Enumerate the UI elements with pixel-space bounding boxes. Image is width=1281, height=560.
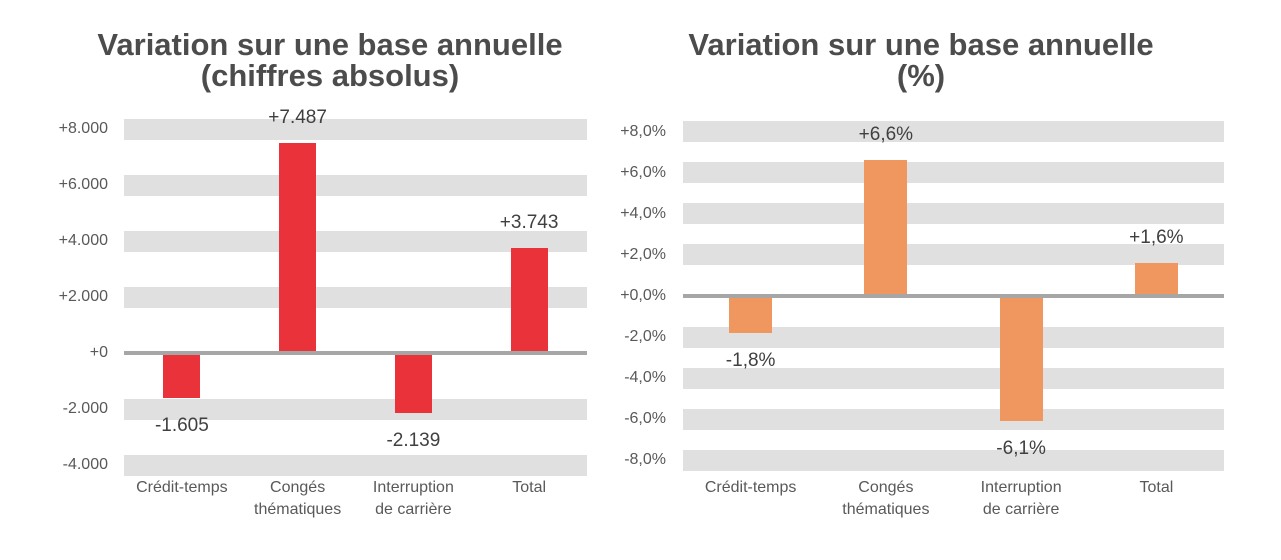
data-label: -1.605: [154, 414, 209, 436]
grid-band: [683, 244, 1224, 266]
y-tick-label: +8.000: [58, 120, 108, 137]
grid-band: [124, 118, 587, 140]
data-label: -6,1%: [996, 438, 1046, 460]
category-label: Interruption de carrière: [372, 479, 454, 518]
zero-line: [124, 351, 587, 355]
category-label: Total: [512, 479, 547, 496]
data-label: -2.139: [386, 429, 441, 451]
category-label: Congés thématiques: [254, 479, 342, 518]
grid-band: [683, 449, 1224, 471]
zero-line: [683, 294, 1224, 298]
data-label: +1,6%: [1129, 227, 1184, 249]
y-tick-label: -4,0%: [624, 369, 666, 387]
y-tick-label: +2,0%: [620, 245, 666, 263]
grid-band: [683, 162, 1224, 184]
grid-band: [124, 398, 587, 420]
data-label: +6,6%: [858, 124, 914, 146]
y-tick-label: -2,0%: [624, 328, 666, 346]
y-tick-label: +0: [89, 344, 108, 361]
category-label: Crédit-temps: [704, 479, 797, 496]
chart-title: Variation sur une base annuelle (chiffre…: [97, 27, 563, 93]
y-tick-label: -4.000: [62, 456, 108, 473]
bar: [864, 160, 908, 296]
y-tick-label: -6,0%: [624, 410, 666, 428]
grid-band: [683, 326, 1224, 348]
bar: [510, 248, 548, 353]
bar: [279, 143, 317, 353]
grid-band: [683, 203, 1224, 225]
grid-band: [683, 367, 1224, 389]
y-tick-label: -2.000: [62, 400, 108, 417]
data-label: +7.487: [268, 107, 327, 129]
chart-title: Variation sur une base annuelle (%): [688, 27, 1154, 93]
bar: [999, 296, 1043, 422]
category-label: Congés thématiques: [842, 479, 930, 518]
y-tick-label: +8,0%: [620, 122, 666, 140]
bar: [394, 353, 432, 413]
y-tick-label: +0,0%: [620, 287, 666, 304]
data-label: -1,8%: [725, 349, 776, 371]
grid-band: [124, 286, 587, 308]
grid-band: [124, 174, 587, 196]
data-label: +3.743: [499, 212, 559, 234]
bar: [163, 353, 201, 398]
category-label: Total: [1139, 479, 1174, 496]
grid-band: [124, 230, 587, 252]
y-tick-label: +4.000: [58, 232, 108, 249]
category-label: Crédit-temps: [136, 479, 228, 496]
y-tick-label: +2.000: [58, 288, 108, 305]
grid-band: [124, 454, 587, 476]
y-tick-label: +6.000: [58, 176, 108, 193]
y-tick-label: +6,0%: [620, 163, 666, 181]
bar: [729, 296, 773, 333]
y-tick-label: +4,0%: [620, 204, 666, 222]
grid-band: [683, 408, 1224, 430]
bar: [1134, 263, 1178, 296]
grid-band: [683, 121, 1224, 143]
category-label: Interruption de carrière: [980, 479, 1062, 518]
y-tick-label: -8,0%: [624, 451, 666, 469]
